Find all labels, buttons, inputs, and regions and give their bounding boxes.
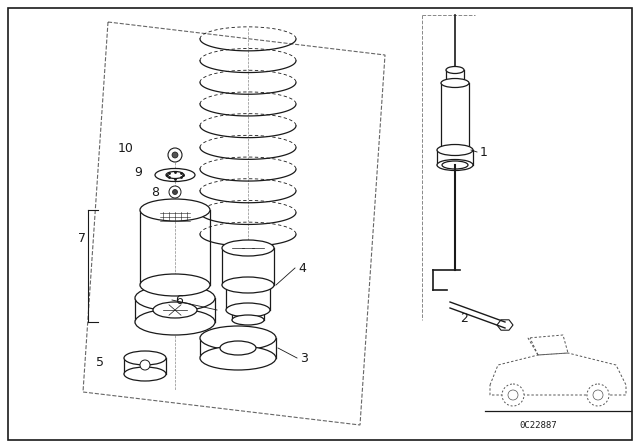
Text: 7: 7 xyxy=(78,232,86,245)
Ellipse shape xyxy=(135,309,215,335)
Ellipse shape xyxy=(135,285,215,311)
Ellipse shape xyxy=(442,161,468,169)
Ellipse shape xyxy=(437,159,473,171)
Ellipse shape xyxy=(441,78,469,87)
Ellipse shape xyxy=(226,303,270,317)
Circle shape xyxy=(587,384,609,406)
Ellipse shape xyxy=(232,315,264,325)
Circle shape xyxy=(168,148,182,162)
Ellipse shape xyxy=(200,326,276,350)
Circle shape xyxy=(172,152,178,158)
Ellipse shape xyxy=(153,302,197,318)
Circle shape xyxy=(502,384,524,406)
Text: 10: 10 xyxy=(118,142,134,155)
Text: 8: 8 xyxy=(151,185,159,198)
Ellipse shape xyxy=(222,277,274,293)
Circle shape xyxy=(593,390,603,400)
Ellipse shape xyxy=(124,367,166,381)
Ellipse shape xyxy=(155,168,195,181)
Text: 5: 5 xyxy=(96,356,104,369)
Text: 3: 3 xyxy=(300,352,308,365)
Ellipse shape xyxy=(200,346,276,370)
Ellipse shape xyxy=(446,79,464,86)
Ellipse shape xyxy=(140,274,210,296)
Circle shape xyxy=(140,360,150,370)
Ellipse shape xyxy=(220,341,256,355)
Circle shape xyxy=(173,190,177,194)
Ellipse shape xyxy=(441,146,469,155)
Ellipse shape xyxy=(166,172,184,178)
Ellipse shape xyxy=(140,199,210,221)
Text: 1: 1 xyxy=(480,146,488,159)
Ellipse shape xyxy=(222,240,274,256)
Ellipse shape xyxy=(446,66,464,73)
Ellipse shape xyxy=(124,351,166,365)
Text: 2: 2 xyxy=(460,311,468,324)
Text: 0C22887: 0C22887 xyxy=(519,421,557,430)
Circle shape xyxy=(169,186,181,198)
Ellipse shape xyxy=(437,145,473,155)
Text: 4: 4 xyxy=(298,262,306,275)
Text: 9: 9 xyxy=(134,165,142,178)
Text: 6: 6 xyxy=(175,293,183,306)
Circle shape xyxy=(508,390,518,400)
